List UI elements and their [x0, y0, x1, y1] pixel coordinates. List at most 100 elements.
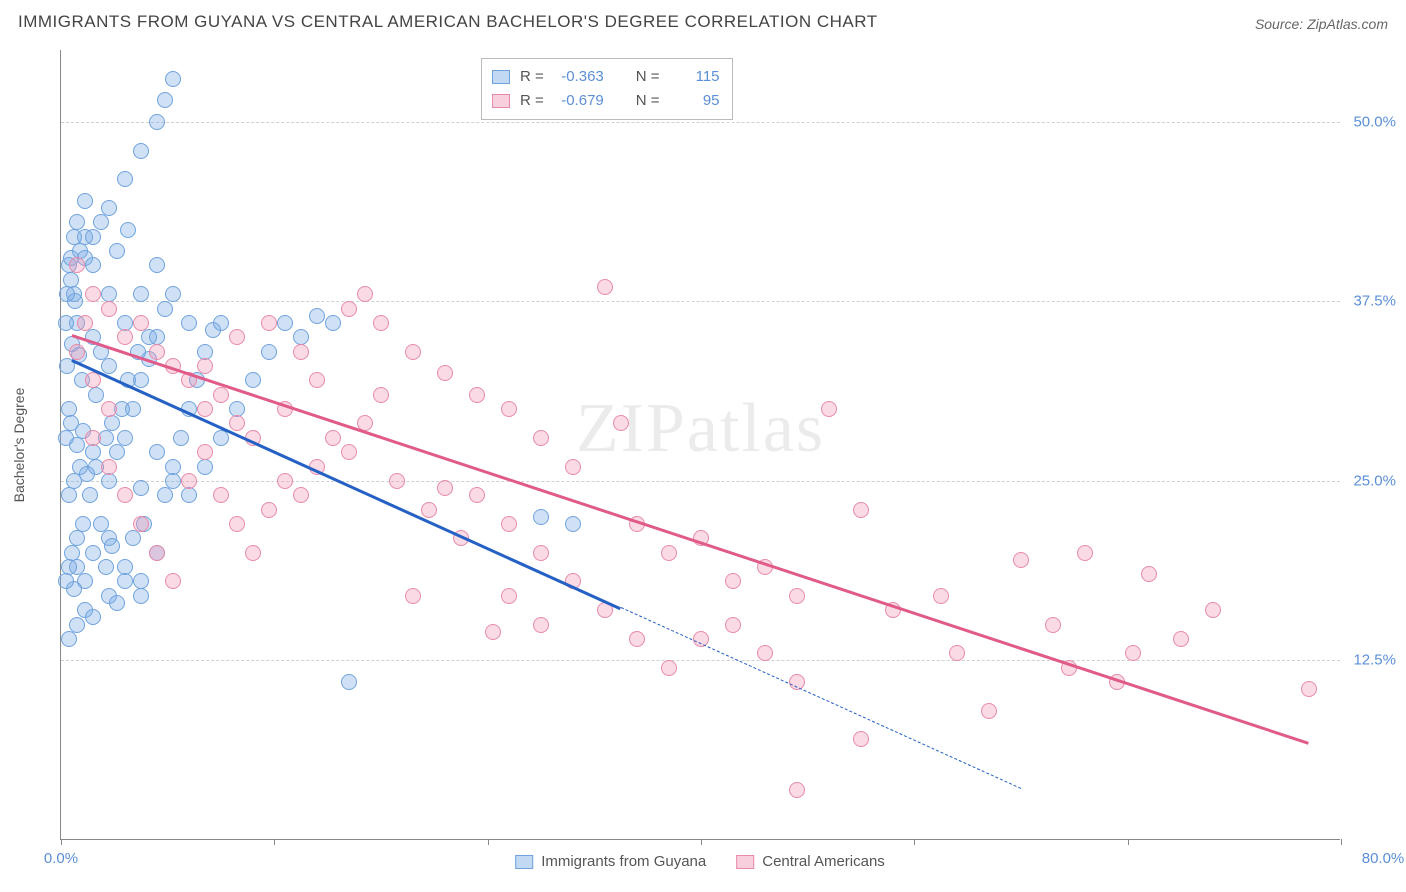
y-tick-label: 12.5%	[1344, 652, 1396, 669]
scatter-point-central	[149, 545, 165, 561]
scatter-point-central	[533, 617, 549, 633]
y-tick-label: 25.0%	[1344, 472, 1396, 489]
x-tick	[274, 839, 275, 845]
plot-region: ZIPatlas Bachelor's Degree R = -0.363 N …	[60, 50, 1340, 840]
scatter-point-central	[981, 703, 997, 719]
scatter-point-guyana	[165, 473, 181, 489]
scatter-point-guyana	[101, 473, 117, 489]
scatter-point-guyana	[157, 301, 173, 317]
scatter-point-guyana	[101, 358, 117, 374]
x-tick	[61, 839, 62, 845]
scatter-point-guyana	[165, 286, 181, 302]
scatter-point-central	[1205, 602, 1221, 618]
scatter-point-guyana	[261, 344, 277, 360]
scatter-point-central	[1173, 631, 1189, 647]
scatter-point-central	[293, 487, 309, 503]
scatter-point-central	[533, 430, 549, 446]
x-tick	[488, 839, 489, 845]
scatter-point-central	[485, 624, 501, 640]
scatter-point-guyana	[109, 243, 125, 259]
scatter-point-central	[101, 459, 117, 475]
scatter-point-guyana	[77, 193, 93, 209]
x-tick-label-max: 80.0%	[1362, 850, 1405, 867]
scatter-point-guyana	[101, 200, 117, 216]
scatter-point-central	[149, 344, 165, 360]
scatter-point-guyana	[77, 229, 93, 245]
scatter-point-central	[821, 401, 837, 417]
y-tick-label: 37.5%	[1344, 293, 1396, 310]
correlation-legend-box: R = -0.363 N = 115 R = -0.679 N = 95	[481, 58, 733, 120]
scatter-point-central	[421, 502, 437, 518]
scatter-point-guyana	[277, 315, 293, 331]
scatter-point-guyana	[181, 487, 197, 503]
scatter-point-guyana	[149, 257, 165, 273]
scatter-point-central	[597, 279, 613, 295]
scatter-point-guyana	[309, 308, 325, 324]
scatter-point-central	[229, 516, 245, 532]
gridline	[61, 481, 1340, 482]
scatter-point-central	[437, 365, 453, 381]
scatter-point-central	[661, 545, 677, 561]
scatter-point-central	[1013, 552, 1029, 568]
scatter-point-central	[341, 444, 357, 460]
scatter-point-central	[309, 372, 325, 388]
scatter-point-guyana	[58, 573, 74, 589]
scatter-point-guyana	[117, 430, 133, 446]
scatter-point-guyana	[93, 214, 109, 230]
scatter-point-central	[261, 315, 277, 331]
scatter-point-guyana	[133, 588, 149, 604]
scatter-point-central	[85, 372, 101, 388]
scatter-point-guyana	[98, 559, 114, 575]
scatter-point-guyana	[61, 487, 77, 503]
source-name: ZipAtlas.com	[1307, 16, 1388, 32]
scatter-point-central	[933, 588, 949, 604]
scatter-point-central	[373, 387, 389, 403]
scatter-point-central	[357, 286, 373, 302]
legend-row-central: R = -0.679 N = 95	[492, 89, 720, 113]
y-axis-label: Bachelor's Degree	[11, 387, 27, 502]
scatter-point-guyana	[213, 315, 229, 331]
scatter-point-guyana	[69, 437, 85, 453]
scatter-point-central	[565, 459, 581, 475]
x-tick	[1341, 839, 1342, 845]
scatter-point-guyana	[165, 71, 181, 87]
scatter-point-central	[853, 731, 869, 747]
scatter-point-guyana	[133, 480, 149, 496]
scatter-point-guyana	[109, 444, 125, 460]
legend-swatch-guyana	[492, 70, 510, 84]
scatter-point-guyana	[59, 286, 75, 302]
scatter-point-central	[77, 315, 93, 331]
scatter-point-central	[85, 286, 101, 302]
scatter-point-guyana	[325, 315, 341, 331]
x-tick	[701, 839, 702, 845]
n-label: N =	[636, 89, 660, 113]
scatter-point-central	[501, 516, 517, 532]
scatter-point-guyana	[157, 487, 173, 503]
scatter-point-central	[133, 315, 149, 331]
scatter-point-central	[293, 344, 309, 360]
scatter-point-central	[261, 502, 277, 518]
r-label: R =	[520, 89, 544, 113]
legend-row-guyana: R = -0.363 N = 115	[492, 65, 720, 89]
legend-swatch-central-icon	[736, 855, 754, 869]
scatter-point-guyana	[88, 387, 104, 403]
scatter-point-central	[469, 487, 485, 503]
scatter-point-central	[197, 401, 213, 417]
regression-line	[72, 334, 1310, 744]
scatter-point-central	[181, 473, 197, 489]
scatter-point-central	[389, 473, 405, 489]
scatter-point-guyana	[85, 609, 101, 625]
scatter-point-central	[629, 631, 645, 647]
scatter-point-guyana	[133, 143, 149, 159]
scatter-point-guyana	[181, 315, 197, 331]
scatter-point-central	[757, 645, 773, 661]
scatter-point-central	[949, 645, 965, 661]
scatter-point-central	[613, 415, 629, 431]
legend-item-guyana: Immigrants from Guyana	[515, 853, 706, 870]
scatter-point-central	[101, 401, 117, 417]
scatter-point-guyana	[109, 595, 125, 611]
scatter-point-central	[229, 415, 245, 431]
scatter-point-guyana	[117, 573, 133, 589]
bottom-legend: Immigrants from Guyana Central Americans	[515, 853, 885, 870]
scatter-point-central	[789, 782, 805, 798]
